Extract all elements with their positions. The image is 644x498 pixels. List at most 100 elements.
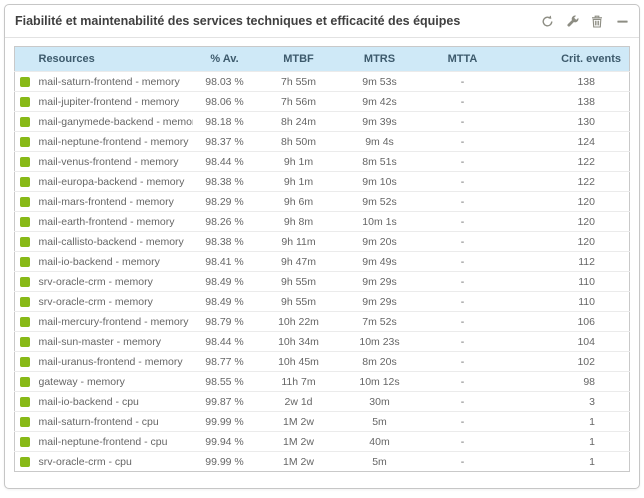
mtrs-value: 9m 4s: [340, 131, 419, 152]
mtrs-value: 40m: [340, 431, 419, 452]
table-row: mail-neptune-frontend - cpu 99.94 % 1M 2…: [14, 431, 630, 452]
column-header-resources: Resources: [34, 46, 193, 72]
availability-value: 98.49 %: [192, 271, 257, 292]
table-row: mail-earth-frontend - memory 98.26 % 9h …: [14, 211, 630, 232]
minus-icon[interactable]: [615, 14, 629, 28]
status-cell: [14, 251, 35, 272]
mtta-value: -: [418, 231, 507, 252]
mtrs-value: 10m 12s: [340, 371, 419, 392]
widget-title: Fiabilité et maintenabilité des services…: [15, 14, 461, 28]
mtrs-value: 9m 20s: [340, 231, 419, 252]
status-cell: [14, 91, 35, 112]
crit-events-value: 106: [506, 311, 630, 332]
table-row: gateway - memory 98.55 % 11h 7m 10m 12s …: [14, 371, 630, 392]
resource-name: mail-io-backend - memory: [34, 251, 193, 272]
mtta-value: -: [418, 431, 507, 452]
mtrs-value: 9m 53s: [340, 71, 419, 92]
resource-name: mail-saturn-frontend - cpu: [34, 411, 193, 432]
table-row: mail-sun-master - memory 98.44 % 10h 34m…: [14, 331, 630, 352]
mtta-value: -: [418, 171, 507, 192]
crit-events-value: 122: [506, 151, 630, 172]
table-row: mail-mars-frontend - memory 98.29 % 9h 6…: [14, 191, 630, 212]
mtta-value: -: [418, 291, 507, 312]
availability-value: 98.79 %: [192, 311, 257, 332]
mtrs-value: 9m 39s: [340, 111, 419, 132]
mtta-value: -: [418, 91, 507, 112]
mtbf-value: 11h 7m: [256, 371, 341, 392]
status-cell: [14, 291, 35, 312]
status-ok-icon: [19, 416, 30, 427]
mtta-value: -: [418, 71, 507, 92]
availability-value: 99.87 %: [192, 391, 257, 412]
mtrs-value: 30m: [340, 391, 419, 412]
mtbf-value: 2w 1d: [256, 391, 341, 412]
refresh-icon[interactable]: [540, 14, 554, 28]
availability-value: 98.38 %: [192, 231, 257, 252]
table-row: mail-uranus-frontend - memory 98.77 % 10…: [14, 351, 630, 372]
crit-events-value: 102: [506, 351, 630, 372]
status-cell: [14, 131, 35, 152]
mtrs-value: 5m: [340, 451, 419, 472]
mtrs-value: 8m 20s: [340, 351, 419, 372]
availability-value: 98.44 %: [192, 151, 257, 172]
mtbf-value: 10h 22m: [256, 311, 341, 332]
column-header-mtta: MTTA: [418, 46, 507, 72]
resource-name: srv-oracle-crm - cpu: [34, 451, 193, 472]
table-row: mail-callisto-backend - memory 98.38 % 9…: [14, 231, 630, 252]
crit-events-value: 98: [506, 371, 630, 392]
status-ok-icon: [19, 456, 30, 467]
crit-events-value: 112: [506, 251, 630, 272]
mtbf-value: 7h 56m: [256, 91, 341, 112]
status-ok-icon: [19, 156, 30, 167]
mtrs-value: 5m: [340, 411, 419, 432]
resource-name: mail-venus-frontend - memory: [34, 151, 193, 172]
table-row: mail-ganymede-backend - memory 98.18 % 8…: [14, 111, 630, 132]
status-cell: [14, 331, 35, 352]
status-ok-icon: [19, 116, 30, 127]
mtrs-value: 9m 29s: [340, 291, 419, 312]
availability-value: 98.18 %: [192, 111, 257, 132]
table-row: mail-europa-backend - memory 98.38 % 9h …: [14, 171, 630, 192]
table-row: srv-oracle-crm - memory 98.49 % 9h 55m 9…: [14, 271, 630, 292]
crit-events-value: 1: [506, 411, 630, 432]
wrench-icon[interactable]: [565, 14, 579, 28]
table-header-row: Resources % Av. MTBF MTRS MTTA Crit. eve…: [14, 46, 630, 72]
resource-name: mail-earth-frontend - memory: [34, 211, 193, 232]
resource-name: mail-io-backend - cpu: [34, 391, 193, 412]
availability-value: 98.41 %: [192, 251, 257, 272]
widget-actions: [540, 14, 629, 28]
status-cell: [14, 211, 35, 232]
table-row: mail-saturn-frontend - memory 98.03 % 7h…: [14, 71, 630, 92]
mtrs-value: 9m 42s: [340, 91, 419, 112]
resource-name: mail-neptune-frontend - memory: [34, 131, 193, 152]
table-row: mail-jupiter-frontend - memory 98.06 % 7…: [14, 91, 630, 112]
mtbf-value: 9h 8m: [256, 211, 341, 232]
crit-events-value: 122: [506, 171, 630, 192]
trash-icon[interactable]: [590, 14, 604, 28]
mtrs-value: 9m 10s: [340, 171, 419, 192]
resource-name: mail-mercury-frontend - memory: [34, 311, 193, 332]
availability-value: 98.44 %: [192, 331, 257, 352]
status-ok-icon: [19, 396, 30, 407]
availability-value: 99.94 %: [192, 431, 257, 452]
mtta-value: -: [418, 391, 507, 412]
crit-events-value: 1: [506, 431, 630, 452]
status-cell: [14, 231, 35, 252]
status-ok-icon: [19, 96, 30, 107]
mtbf-value: 9h 55m: [256, 291, 341, 312]
status-cell: [14, 71, 35, 92]
status-ok-icon: [19, 236, 30, 247]
mtbf-value: 9h 47m: [256, 251, 341, 272]
status-cell: [14, 451, 35, 472]
resource-name: mail-ganymede-backend - memory: [34, 111, 193, 132]
status-ok-icon: [19, 216, 30, 227]
mtbf-value: 9h 1m: [256, 151, 341, 172]
status-ok-icon: [19, 336, 30, 347]
crit-events-value: 120: [506, 231, 630, 252]
resource-name: mail-neptune-frontend - cpu: [34, 431, 193, 452]
status-cell: [14, 191, 35, 212]
status-ok-icon: [19, 436, 30, 447]
table-row: mail-saturn-frontend - cpu 99.99 % 1M 2w…: [14, 411, 630, 432]
status-cell: [14, 271, 35, 292]
resource-name: srv-oracle-crm - memory: [34, 291, 193, 312]
